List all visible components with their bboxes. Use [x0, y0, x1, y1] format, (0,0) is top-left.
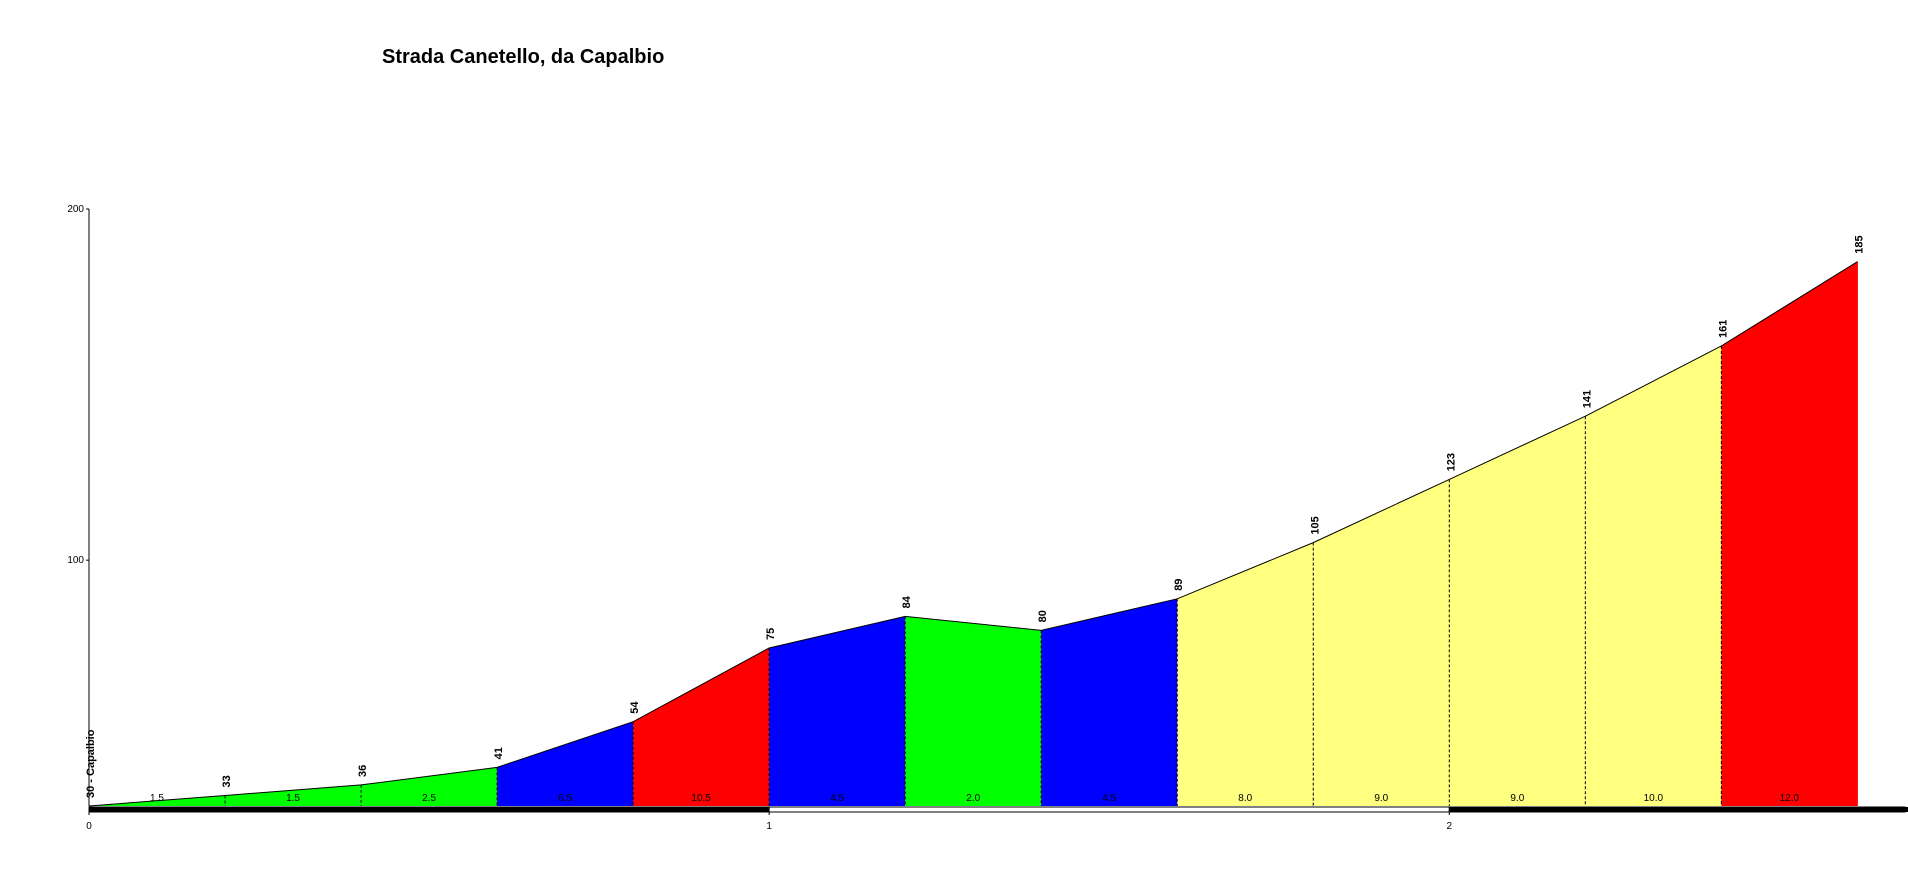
segment: [633, 647, 770, 806]
segment: [1585, 345, 1722, 806]
segment: [361, 767, 498, 806]
elevation-label: 161: [1717, 320, 1729, 338]
km-bar: [1905, 807, 1908, 812]
km-bar: [88, 806, 770, 813]
segment: [905, 616, 1042, 806]
segment: [1313, 479, 1450, 806]
segment: [497, 721, 634, 806]
x-tick-label: 2: [1447, 821, 1453, 832]
gradient-label: 6.5: [558, 793, 572, 804]
y-tick-label: 200: [67, 204, 84, 215]
segment: [769, 616, 906, 806]
gradient-label: 2.5: [422, 793, 436, 804]
elevation-label: 30 - Capalbio: [85, 729, 97, 798]
x-tick-label: 0: [86, 821, 92, 832]
y-tick-label: 100: [67, 555, 84, 566]
gradient-label: 2.0: [966, 793, 980, 804]
gradient-label: 4.5: [1102, 793, 1116, 804]
km-bar: [1448, 806, 1906, 813]
elevation-label: 84: [901, 595, 913, 608]
segment: [225, 784, 362, 806]
km-bar: [768, 806, 1450, 813]
segment: [1177, 542, 1314, 806]
gradient-label: 10.5: [691, 793, 711, 804]
elevation-label: 89: [1173, 579, 1185, 591]
chart-title: Strada Canetello, da Capalbio: [382, 46, 664, 68]
elevation-label: 105: [1309, 516, 1321, 534]
segment: [1449, 416, 1586, 806]
elevation-label: 185: [1853, 235, 1865, 253]
elevation-label: 36: [357, 765, 369, 777]
gradient-label: 1.5: [150, 793, 164, 804]
profile-line: [88, 261, 1858, 807]
elevation-label: 75: [765, 628, 777, 640]
elevation-label: 54: [629, 701, 641, 714]
gradient-label: 9.0: [1510, 793, 1524, 804]
gradient-label: 12.0: [1780, 793, 1800, 804]
elevation-label: 80: [1037, 610, 1049, 622]
elevation-label: 123: [1445, 453, 1457, 471]
gradient-label: 4.5: [830, 793, 844, 804]
x-tick-label: 1: [766, 821, 772, 832]
elevation-label: 141: [1581, 390, 1593, 408]
gradient-label: 9.0: [1374, 793, 1388, 804]
elevation-label: 41: [493, 747, 505, 759]
gradient-label: 8.0: [1238, 793, 1252, 804]
gradient-label: 10.0: [1644, 793, 1664, 804]
segment: [1041, 598, 1178, 806]
gradient-label: 1.5: [286, 793, 300, 804]
elevation-label: 33: [221, 775, 233, 787]
segment: [1721, 261, 1858, 806]
